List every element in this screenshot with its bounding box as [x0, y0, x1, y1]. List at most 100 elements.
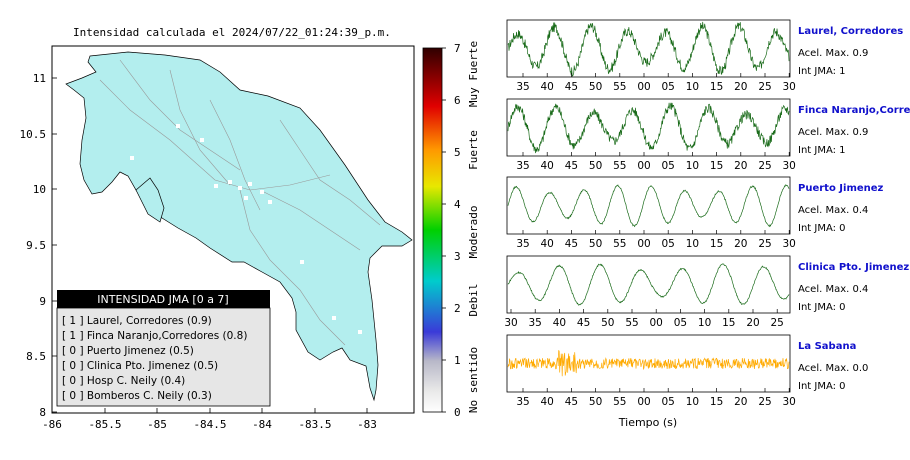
station-name: La Sabana	[798, 341, 856, 352]
colorbar-tick-label: 5	[454, 146, 461, 159]
trace-tick-label: 00	[637, 81, 650, 93]
trace-line	[507, 350, 790, 377]
trace-tick-label: 00	[637, 238, 650, 250]
colorbar-gradient	[422, 47, 443, 413]
peninsula-detail	[135, 177, 165, 223]
trace-tick-label: 25	[758, 160, 771, 172]
colorbar-tick-label: 2	[454, 302, 461, 315]
trace-tick-label: 10	[686, 396, 699, 408]
station-name: Finca Naranjo,Corredores	[798, 105, 910, 116]
legend-item: [ 1 ] Laurel, Corredores (0.9)	[62, 315, 212, 327]
trace-frame	[506, 98, 791, 157]
trace-tick-label: 05	[674, 317, 687, 329]
colorbar-tick-label: 4	[454, 198, 461, 211]
legend-item: [ 0 ] Clinica Pto. Jimenez (0.5)	[62, 360, 218, 372]
trace-tick-label: 20	[734, 238, 747, 250]
legend-title: INTENSIDAD JMA [0 a 7]	[97, 293, 228, 306]
trace-tick-label: 55	[625, 317, 638, 329]
map-y-tick-label: 10	[33, 183, 46, 196]
map-x-tick-label: -83	[357, 418, 377, 431]
trace-tick-label: 15	[710, 81, 723, 93]
trace-tick-label: 45	[577, 317, 590, 329]
trace-tick-label: 25	[771, 317, 784, 329]
trace-tick-label: 20	[734, 81, 747, 93]
station-markers	[110, 124, 362, 334]
trace-tick-label: 30	[783, 238, 796, 250]
map-y-axis: 11 10.5 10 9.5 9 8.5 8	[20, 72, 57, 419]
trace-tick-label: 25	[758, 81, 771, 93]
legend-item: [ 0 ] Hosp C. Neily (0.4)	[62, 375, 185, 387]
trace-tick-label: 40	[553, 317, 566, 329]
trace-tick-label: 20	[746, 317, 759, 329]
trace-panel: 35 40 45 50 55 00 05 10 15 20 25 30 Laurel, Corredor…	[506, 19, 903, 93]
trace-tick-label: 25	[758, 396, 771, 408]
trace-tick-label: 00	[637, 396, 650, 408]
colorbar-tick-label: 7	[454, 42, 461, 55]
trace-tick-label: 05	[662, 396, 675, 408]
trace-tick-label: 45	[565, 396, 578, 408]
colorbar-tick-label: 1	[454, 354, 461, 367]
trace-tick-label: 35	[516, 238, 529, 250]
trace-line	[507, 263, 790, 306]
trace-tick-label: 15	[722, 317, 735, 329]
trace-tick-label: 55	[613, 81, 626, 93]
trace-tick-label: 05	[662, 238, 675, 250]
trace-tick-label: 20	[734, 396, 747, 408]
station-jma-intensity: Int JMA: 1	[798, 145, 846, 156]
trace-panel: 30 35 40 45 50 55 00 05 10 15 20 25 Clinica Pto. Jim…	[504, 255, 909, 329]
station-max-accel: Acel. Max. 0.0	[798, 363, 868, 374]
map-x-tick-label: -85	[147, 418, 167, 431]
trace-tick-label: 10	[686, 81, 699, 93]
map-y-tick-label: 8	[39, 406, 46, 419]
colorbar-category-label: Muy Fuerte	[467, 41, 480, 107]
station-jma-intensity: Int JMA: 0	[798, 223, 846, 234]
trace-tick-label: 20	[734, 160, 747, 172]
station-name: Puerto Jimenez	[798, 183, 884, 194]
legend-item: [ 0 ] Bomberos C. Neily (0.3)	[62, 390, 212, 402]
trace-tick-label: 40	[541, 238, 554, 250]
trace-tick-label: 25	[758, 238, 771, 250]
trace-tick-label: 50	[589, 238, 602, 250]
map-y-tick-label: 11	[33, 72, 46, 85]
map-x-tick-label: -83.5	[298, 418, 331, 431]
trace-tick-label: 10	[698, 317, 711, 329]
station-jma-intensity: Int JMA: 0	[798, 381, 846, 392]
intensity-colorbar: 7 6 5 4 3 2 1 0 Muy Fuerte Fuerte Moderado Debil No…	[422, 41, 480, 419]
trace-tick-label: 45	[565, 160, 578, 172]
trace-tick-label: 40	[541, 81, 554, 93]
trace-tick-label: 35	[516, 396, 529, 408]
trace-frame	[506, 255, 791, 314]
trace-panel: 35 40 45 50 55 00 05 10 15 20 25 30 Finca Naranjo,Co…	[506, 98, 910, 172]
trace-tick-label: 35	[516, 160, 529, 172]
trace-tick-label: 40	[541, 396, 554, 408]
colorbar-category-label: Fuerte	[467, 130, 480, 170]
map-y-tick-label: 8.5	[26, 350, 46, 363]
legend-body	[56, 307, 271, 407]
trace-tick-label: 50	[589, 81, 602, 93]
seismic-traces: 35 40 45 50 55 00 05 10 15 20 25 30 Laurel, Corredor…	[504, 19, 910, 408]
map-title: Intensidad calculada el 2024/07/22_01:24…	[73, 26, 391, 39]
trace-tick-label: 00	[637, 160, 650, 172]
trace-tick-label: 30	[783, 396, 796, 408]
trace-tick-label: 30	[783, 160, 796, 172]
trace-tick-label: 15	[710, 396, 723, 408]
trace-tick-label: 05	[662, 160, 675, 172]
map-y-tick-label: 10.5	[20, 128, 47, 141]
trace-tick-label: 15	[710, 160, 723, 172]
colorbar-tick-label: 3	[454, 250, 461, 263]
trace-tick-label: 30	[504, 317, 517, 329]
trace-tick-label: 10	[686, 160, 699, 172]
station-name: Laurel, Corredores	[798, 26, 903, 37]
trace-line	[507, 184, 790, 228]
trace-line	[507, 21, 790, 77]
map-x-axis: -86 -85.5 -85 -84.5 -84 -83.5 -83	[42, 408, 377, 431]
trace-tick-label: 05	[662, 81, 675, 93]
trace-panel: 35 40 45 50 55 00 05 10 15 20 25 30 Puerto Jimenez Ac…	[506, 176, 884, 250]
trace-tick-label: 55	[613, 160, 626, 172]
legend-item: [ 0 ] Puerto Jimenez (0.5)	[62, 345, 194, 357]
trace-panel: 35 40 45 50 55 00 05 10 15 20 25 30 La Sabana Acel. M…	[506, 334, 868, 408]
trace-tick-label: 30	[783, 81, 796, 93]
map-y-tick-label: 9	[39, 295, 46, 308]
trace-tick-label: 15	[710, 238, 723, 250]
map-y-tick-label: 9.5	[26, 239, 46, 252]
